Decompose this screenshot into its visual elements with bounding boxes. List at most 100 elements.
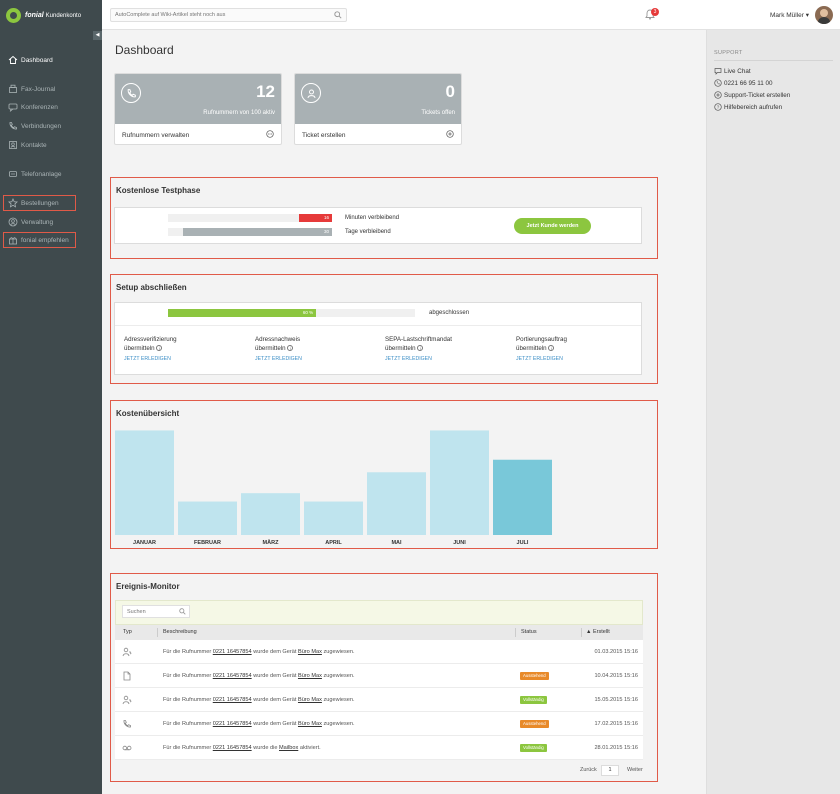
- phone-number-link[interactable]: 0221 16457854: [212, 745, 252, 751]
- become-customer-button[interactable]: Jetzt Kunde werden: [514, 218, 591, 234]
- kpi-action-create-ticket[interactable]: Ticket erstellen: [295, 124, 461, 144]
- monitor-search-input[interactable]: [123, 606, 179, 617]
- document-icon: [122, 671, 132, 681]
- pager-next-button[interactable]: Weiter: [627, 767, 643, 773]
- cost-bar-label: JUNI: [453, 540, 466, 546]
- phone-number-link[interactable]: 0221 16457854: [212, 673, 252, 679]
- section-title: Ereignis-Monitor: [116, 582, 180, 591]
- cost-bar-juli[interactable]: [493, 459, 552, 535]
- sidebar-item-telefonanlage[interactable]: Telefonanlage: [0, 166, 102, 182]
- info-icon[interactable]: i: [156, 345, 163, 352]
- mailbox-link[interactable]: Mailbox: [279, 745, 299, 751]
- create-support-ticket-link[interactable]: Support-Ticket erstellen: [714, 91, 790, 99]
- table-row[interactable]: Für die Rufnummer 0221 16457854 wurde di…: [115, 736, 643, 760]
- sidebar-item-kontakte[interactable]: Kontakte: [0, 137, 102, 153]
- kpi-action-label: Rufnummern verwalten: [122, 131, 190, 139]
- kpi-card-tickets: 0 Tickets offen Ticket erstellen: [294, 73, 462, 145]
- task-do-now-link[interactable]: JETZT ERLEDIGEN: [255, 356, 302, 362]
- sidebar-item-fax-journal[interactable]: Fax-Journal: [0, 81, 102, 97]
- phone-icon: [7, 121, 18, 132]
- row-date: 10.04.2015 15:16: [594, 673, 638, 679]
- monitor-search-box: [122, 605, 190, 618]
- support-icon: [301, 83, 321, 103]
- pager-page-input[interactable]: 1: [601, 765, 619, 776]
- pager-prev-button[interactable]: Zurück: [580, 767, 597, 773]
- task-title: Portierungsauftrag übermitteln i: [516, 336, 567, 352]
- column-header-status[interactable]: Status: [521, 629, 537, 635]
- pbx-icon: [7, 169, 18, 180]
- support-divider: [714, 60, 833, 61]
- conference-icon: [7, 102, 18, 113]
- task-do-now-link[interactable]: JETZT ERLEDIGEN: [385, 356, 432, 362]
- sidebar-item-bestellungen[interactable]: Bestellungen: [3, 195, 76, 211]
- cost-bar-label: JULI: [517, 540, 529, 546]
- task-do-now-link[interactable]: JETZT ERLEDIGEN: [124, 356, 171, 362]
- device-link[interactable]: Büro Max: [297, 673, 322, 679]
- search-icon[interactable]: [179, 608, 186, 617]
- setup-task-sepa: SEPA-Lastschriftmandat übermitteln i JETZ…: [385, 335, 495, 362]
- cost-bar-mai[interactable]: [367, 472, 426, 535]
- table-row[interactable]: Für die Rufnummer 0221 16457854 wurde de…: [115, 688, 643, 712]
- notification-badge[interactable]: 3: [651, 8, 659, 16]
- table-row[interactable]: Für die Rufnummer 0221 16457854 wurde de…: [115, 664, 643, 688]
- plus-circle-icon: [446, 130, 454, 140]
- table-row[interactable]: Für die Rufnummer 0221 16457854 wurde de…: [115, 640, 643, 664]
- cost-bar-märz[interactable]: [241, 493, 300, 535]
- cost-bar-februar[interactable]: [178, 501, 237, 535]
- column-header-description[interactable]: Beschreibung: [163, 629, 197, 635]
- column-divider: [515, 628, 516, 637]
- sidebar-item-dashboard[interactable]: Dashboard: [0, 52, 102, 68]
- info-icon[interactable]: i: [287, 345, 294, 352]
- device-link[interactable]: Büro Max: [297, 697, 322, 703]
- section-title: Kostenlose Testphase: [116, 186, 201, 195]
- row-description: Für die Rufnummer 0221 16457854 wurde di…: [163, 745, 321, 751]
- table-row[interactable]: Für die Rufnummer 0221 16457854 wurde de…: [115, 712, 643, 736]
- search-box: [110, 8, 347, 22]
- row-date: 28.01.2015 15:16: [594, 745, 638, 751]
- live-chat-link[interactable]: Live Chat: [714, 67, 751, 75]
- sidebar-item-label: Kontakte: [21, 141, 47, 149]
- task-title: Adressnachweis übermitteln i: [255, 336, 301, 352]
- task-do-now-link[interactable]: JETZT ERLEDIGEN: [516, 356, 563, 362]
- user-menu[interactable]: Mark Müller ▾: [770, 11, 809, 19]
- phone-number-link[interactable]: 0221 16457854: [212, 649, 252, 655]
- search-input[interactable]: [111, 9, 326, 21]
- device-link[interactable]: Büro Max: [297, 721, 322, 727]
- cost-bar-januar[interactable]: [115, 430, 174, 535]
- info-icon[interactable]: i: [417, 345, 424, 352]
- sidebar-item-label: Konferenzen: [21, 103, 58, 111]
- setup-progress-fill: 60 %: [168, 309, 317, 317]
- sidebar-item-konferenzen[interactable]: Konferenzen: [0, 99, 102, 115]
- phone-number-link[interactable]: 0221 16457854: [212, 721, 252, 727]
- cost-bar-juni[interactable]: [430, 430, 489, 535]
- search-icon[interactable]: [334, 11, 342, 21]
- cost-bar-label: MÄRZ: [263, 539, 280, 546]
- collapse-sidebar-button[interactable]: ◀: [93, 31, 102, 40]
- status-badge: Vollständig: [520, 696, 547, 704]
- sidebar-item-verbindungen[interactable]: Verbindungen: [0, 118, 102, 134]
- info-icon[interactable]: i: [548, 345, 555, 352]
- kpi-action-manage-numbers[interactable]: Rufnummern verwalten: [115, 124, 281, 144]
- recommend-icon: [7, 235, 18, 246]
- phone-number-link[interactable]: 0221 16457854: [212, 697, 252, 703]
- kpi-caption: Rufnummern von 100 aktiv: [203, 110, 275, 116]
- cost-bar-label: MAI: [391, 540, 402, 546]
- kpi-value: 0: [445, 82, 455, 101]
- cost-bar-label: FEBRUAR: [194, 540, 221, 546]
- cost-bar-label: APRIL: [325, 540, 342, 546]
- avatar[interactable]: [815, 6, 833, 24]
- help-area-link[interactable]: ? Hilfebereich aufrufen: [714, 103, 782, 111]
- logo[interactable]: fonial Kundenkonto: [0, 0, 102, 30]
- column-header-type[interactable]: Typ: [123, 629, 132, 635]
- sidebar-item-verwaltung[interactable]: Verwaltung: [0, 214, 102, 230]
- column-header-created[interactable]: ▲ Erstellt: [586, 629, 610, 635]
- sidebar-item-label: fonial empfehlen: [21, 236, 69, 244]
- device-link[interactable]: Büro Max: [297, 649, 322, 655]
- user-phone-icon: [122, 695, 132, 705]
- support-phone-link[interactable]: 0221 66 95 11 00: [714, 79, 773, 87]
- sidebar-item-label: Verbindungen: [21, 122, 62, 130]
- row-date: 15.05.2015 15:16: [594, 697, 638, 703]
- cost-bar-april[interactable]: [304, 501, 363, 535]
- sidebar-item-fonial-empfehlen[interactable]: fonial empfehlen: [3, 232, 76, 248]
